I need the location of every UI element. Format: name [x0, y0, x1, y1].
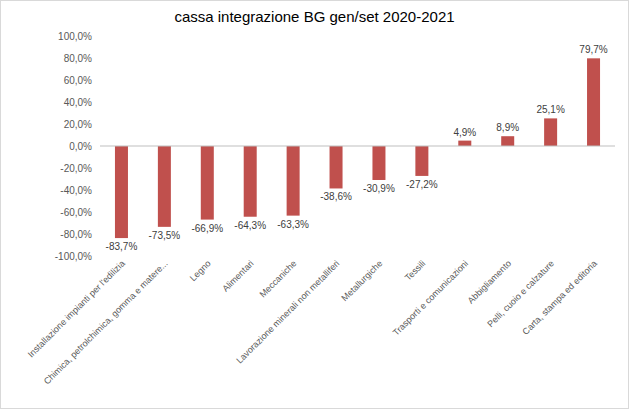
data-label: -30,9% — [363, 183, 395, 194]
bar — [244, 146, 257, 217]
y-tick — [96, 146, 99, 147]
bar — [501, 136, 514, 146]
y-tick — [96, 190, 99, 191]
y-tick — [96, 102, 99, 103]
bar — [544, 118, 557, 146]
title: cassa integrazione BG gen/set 2020-2021 — [174, 8, 454, 25]
bar — [158, 146, 171, 227]
y-axis: -100,0% -80,0% -60,0% -40,0% -20,0% 0,0% 20,0%… — [55, 31, 99, 262]
data-label: 4,9% — [453, 127, 476, 138]
x-tick-label: Lavorazione minerali non metalliferi — [234, 258, 341, 365]
bar — [201, 146, 214, 220]
y-tick-label: -20,0% — [60, 163, 92, 174]
y-tick-label: 0,0% — [69, 141, 92, 152]
x-axis — [100, 146, 615, 147]
y-tick — [96, 234, 99, 235]
y-tick-label: 20,0% — [64, 119, 92, 130]
x-tick-label: Carta, stampa ed editoria — [520, 258, 599, 337]
data-labels: -83,7% -73,5% -66,9% -64,3% -63,3% -38,6% -30,… — [106, 44, 608, 252]
bar — [415, 146, 428, 176]
x-tick-label: Alimentari — [220, 258, 255, 293]
data-label: 8,9% — [496, 122, 519, 133]
y-tick — [96, 80, 99, 81]
y-tick-label: 40,0% — [64, 97, 92, 108]
x-tick-label: Tessili — [403, 258, 427, 282]
x-tick-label: Trasporti e comunicazioni — [391, 258, 470, 337]
x-tick-label: Abbigliamento — [466, 258, 513, 305]
y-tick-label: -100,0% — [55, 251, 92, 262]
y-tick — [96, 58, 99, 59]
y-tick-label: 80,0% — [64, 53, 92, 64]
data-label: -66,9% — [191, 223, 223, 234]
y-tick-label: 60,0% — [64, 75, 92, 86]
chart: cassa integrazione BG gen/set 2020-2021 -… — [0, 0, 629, 409]
x-tick-label: Metallurgiche — [339, 258, 384, 303]
y-tick — [96, 36, 99, 37]
data-label: -73,5% — [149, 230, 181, 241]
data-label: 79,7% — [579, 44, 607, 55]
data-label: -27,2% — [406, 179, 438, 190]
y-tick — [96, 168, 99, 169]
y-tick-label: -40,0% — [60, 185, 92, 196]
data-label: -64,3% — [234, 220, 266, 231]
data-label: -38,6% — [320, 191, 352, 202]
data-label: 25,1% — [536, 104, 564, 115]
bar — [115, 146, 128, 238]
bar — [330, 146, 343, 188]
x-tick-label: Meccaniche — [258, 258, 299, 299]
bar — [372, 146, 385, 180]
y-tick — [96, 124, 99, 125]
x-tick-label: Legno — [188, 258, 213, 283]
data-label: -83,7% — [106, 241, 138, 252]
bar — [458, 141, 471, 146]
x-axis-labels: Installazione impianti per l'ediliziaChi… — [26, 258, 599, 386]
y-tick — [96, 256, 99, 257]
y-tick-label: -80,0% — [60, 229, 92, 240]
y-tick-label: 100,0% — [58, 31, 92, 42]
chart-frame — [1, 1, 629, 409]
x-tick-label: Chimica, petrolchimica, gomma e matere..… — [42, 258, 170, 386]
bars — [115, 58, 600, 238]
data-label: -63,3% — [277, 219, 309, 230]
bar — [287, 146, 300, 216]
y-tick-label: -60,0% — [60, 207, 92, 218]
bar — [587, 58, 600, 146]
y-tick — [96, 212, 99, 213]
